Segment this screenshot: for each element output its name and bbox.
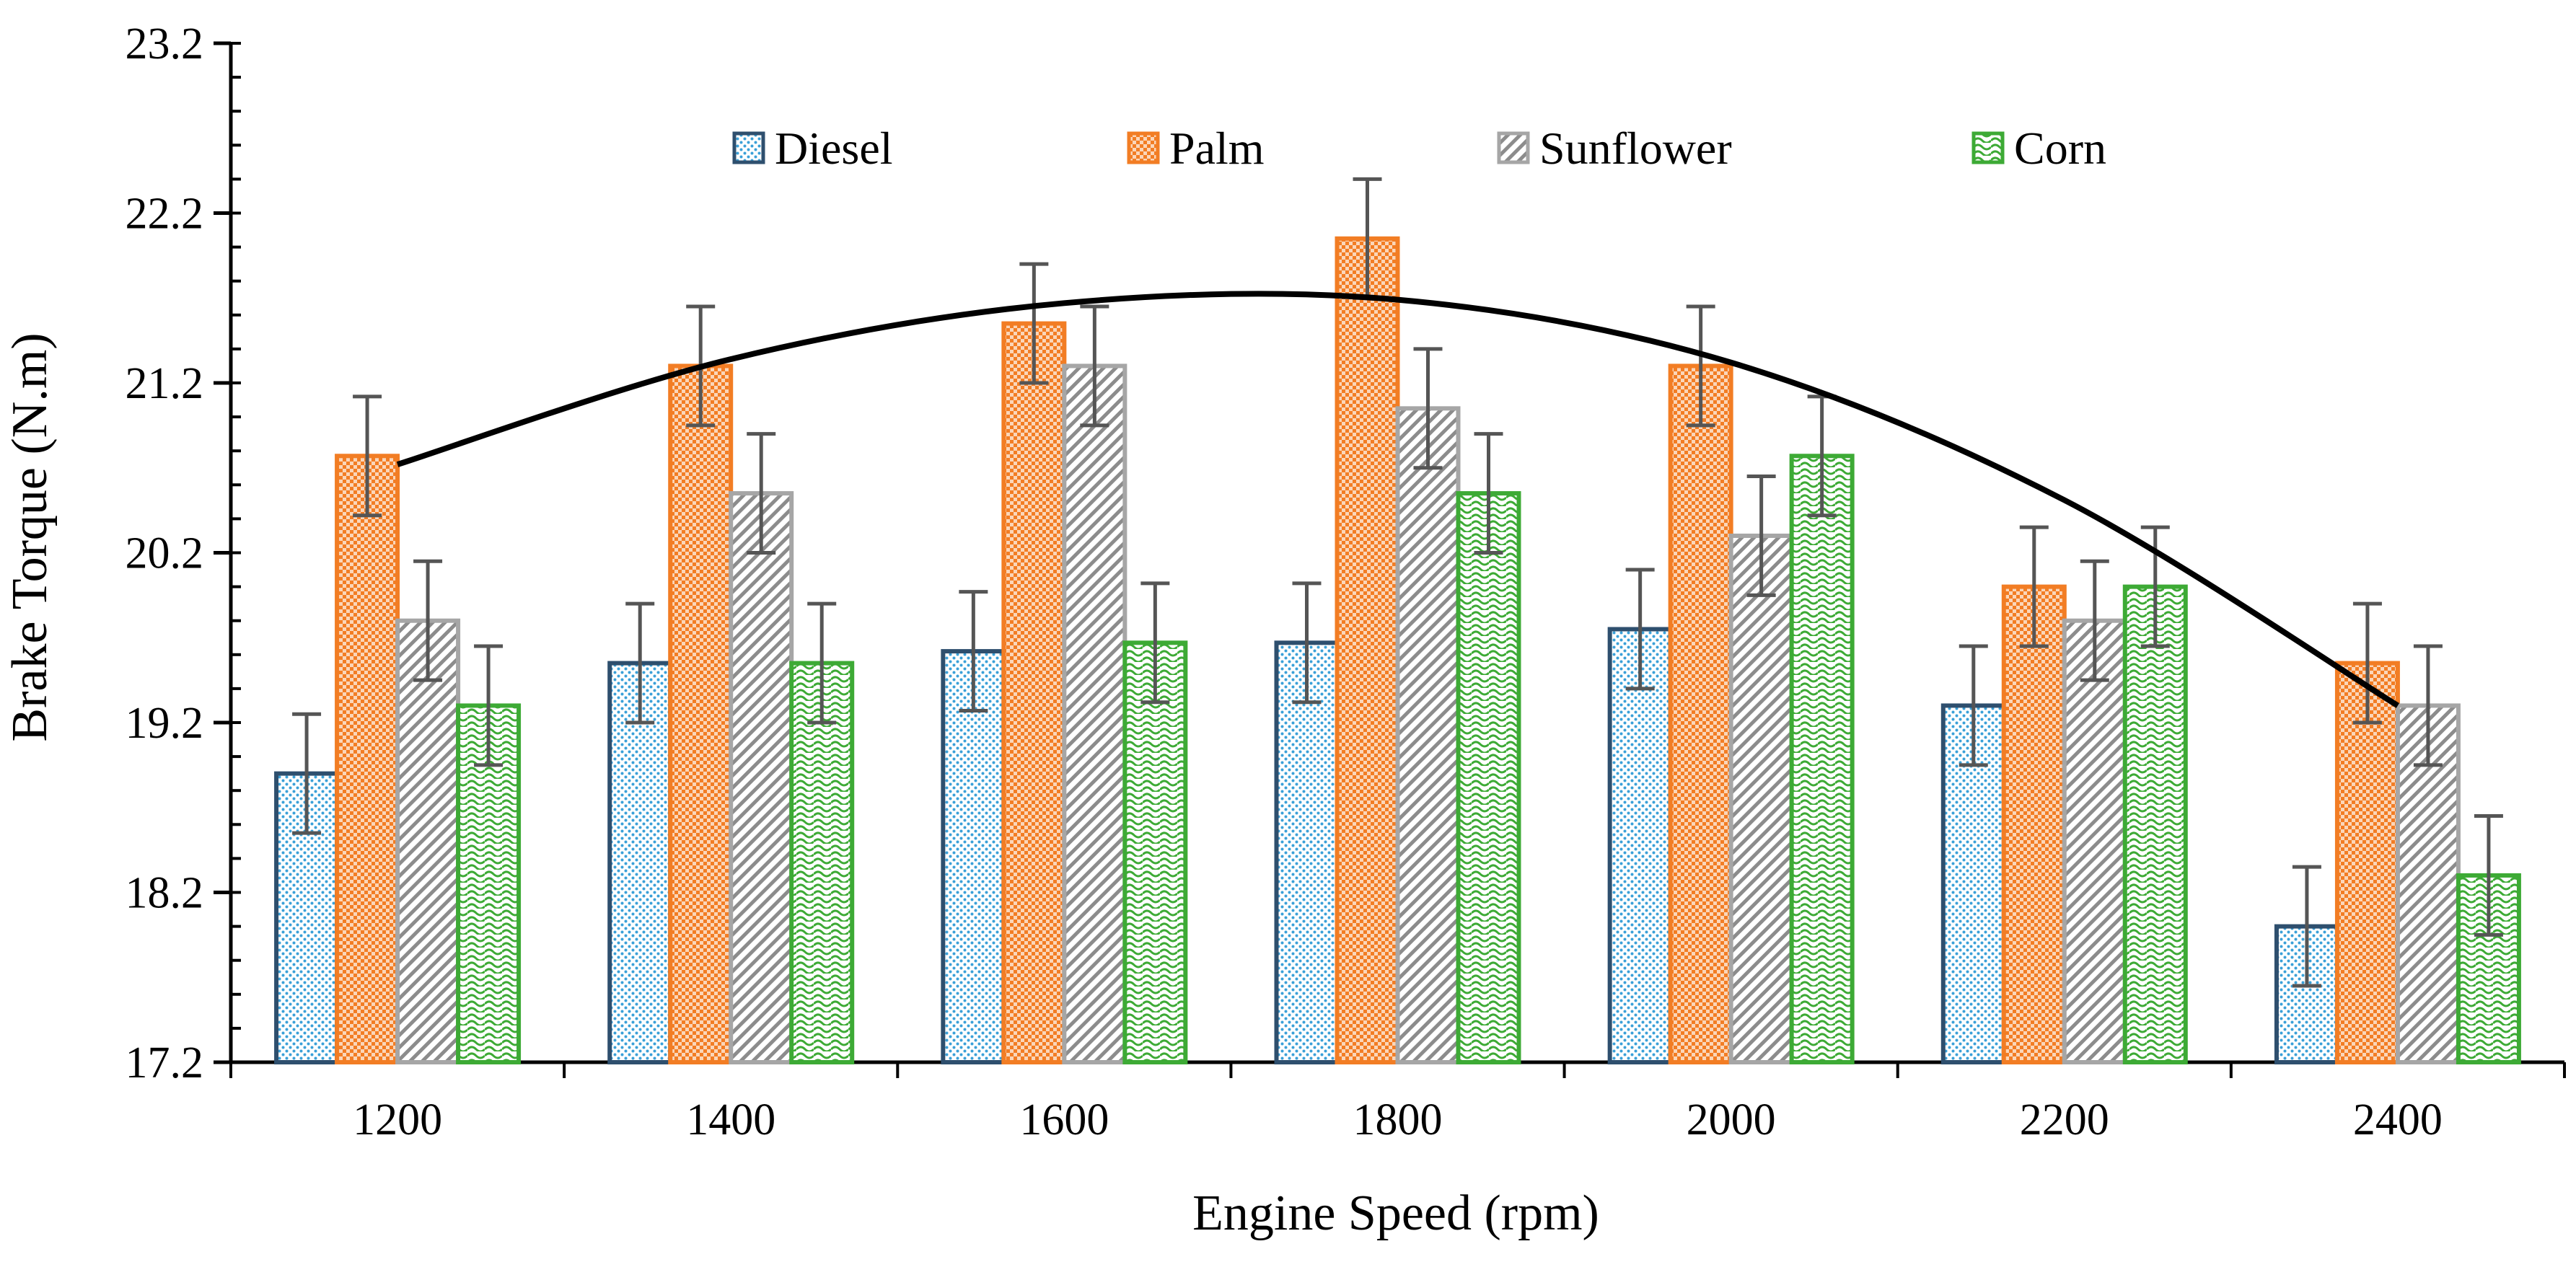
legend: Diesel Palm Sunflower Corn — [732, 123, 2106, 174]
bar-sunflower-1400 — [729, 491, 794, 1064]
x-tick-label: 1400 — [686, 1095, 775, 1144]
bar-diesel-2000 — [1607, 627, 1673, 1064]
bar-diesel-1400 — [607, 661, 673, 1064]
y-tick-label: 22.2 — [126, 190, 204, 239]
bar-palm-1200 — [335, 454, 400, 1064]
y-tick-label: 18.2 — [126, 869, 204, 918]
trendline-curve — [396, 291, 2400, 708]
bar-corn-1800 — [1456, 491, 1521, 1064]
y-tick-label: 20.2 — [126, 529, 204, 578]
bar-diesel-2400 — [2274, 924, 2339, 1064]
bar-corn-1600 — [1122, 640, 1188, 1064]
x-tick-label: 1600 — [1019, 1095, 1109, 1144]
legend-label: Corn — [2014, 123, 2106, 174]
bar-palm-1400 — [668, 363, 734, 1064]
x-tick-label: 2000 — [1687, 1095, 1776, 1144]
legend-swatch — [1497, 131, 1530, 164]
bars — [274, 177, 2521, 1065]
bar-diesel-1600 — [941, 649, 1006, 1064]
legend-item-palm: Palm — [1127, 123, 1265, 174]
legend-label: Diesel — [775, 123, 893, 174]
bar-corn-2200 — [2122, 584, 2188, 1064]
y-tick-label: 19.2 — [126, 699, 204, 748]
legend-label: Palm — [1169, 123, 1265, 174]
y-axis: 17.2 18.2 19.2 20.2 21.2 22.2 23.2 — [126, 19, 241, 1087]
bar-palm-2000 — [1668, 363, 1733, 1064]
legend-swatch — [1971, 131, 2005, 164]
legend-label: Sunflower — [1539, 123, 1732, 174]
legend-swatch — [732, 131, 765, 164]
bar-sunflower-2200 — [2062, 618, 2127, 1064]
bar-sunflower-1200 — [395, 618, 461, 1064]
trendline — [396, 291, 2400, 708]
y-tick-label: 17.2 — [126, 1038, 204, 1087]
bar-palm-2200 — [2001, 584, 2067, 1064]
bar-sunflower-2000 — [1728, 533, 1794, 1064]
x-tick-label: 2400 — [2353, 1095, 2443, 1144]
bar-corn-1400 — [789, 661, 855, 1064]
x-axis: 1200 1400 1600 1800 2000 2200 2400 — [229, 1060, 2566, 1144]
x-tick-label: 1800 — [1353, 1095, 1443, 1144]
y-axis-title: Brake Torque (N.m) — [2, 332, 58, 741]
legend-item-sunflower: Sunflower — [1497, 123, 1732, 174]
bar-palm-1800 — [1335, 236, 1400, 1065]
legend-item-diesel: Diesel — [732, 123, 893, 174]
x-axis-title: Engine Speed (rpm) — [1192, 1186, 1599, 1241]
bar-sunflower-1800 — [1395, 406, 1461, 1064]
bar-corn-2000 — [1789, 454, 1855, 1064]
bar-sunflower-1600 — [1062, 363, 1127, 1064]
x-tick-label: 1200 — [353, 1095, 442, 1144]
bar-palm-1600 — [1001, 321, 1067, 1065]
x-tick-label: 2200 — [2020, 1095, 2109, 1144]
bar-diesel-1800 — [1274, 640, 1340, 1064]
legend-item-corn: Corn — [1971, 123, 2106, 174]
y-tick-label: 23.2 — [126, 19, 204, 69]
legend-swatch — [1127, 131, 1160, 164]
y-tick-label: 21.2 — [126, 359, 204, 408]
